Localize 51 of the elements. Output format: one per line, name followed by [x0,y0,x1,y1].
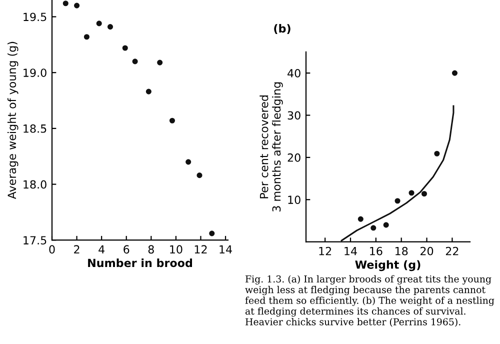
x-tick-label: 10 [170,245,182,254]
point [96,20,102,26]
point [132,58,138,64]
y-tick-label: 30 [288,111,300,120]
y-tick-label: 18.0 [24,180,46,189]
point [157,60,163,66]
point [169,118,176,124]
point [358,216,364,222]
point [186,159,192,165]
line-series [340,105,454,242]
x-tick-label: 14 [220,245,232,254]
point [196,172,202,178]
point [107,24,114,30]
chart-title: (b) [274,24,290,34]
x-tick-label: 8 [148,245,154,254]
point [421,190,428,197]
point [209,230,215,236]
point [434,150,440,156]
y-tick-label: 19.0 [24,68,46,77]
x-tick-label: 4 [98,245,104,254]
point [84,34,90,40]
x-tick-label: 16 [370,246,382,256]
point [383,222,389,228]
x-tick-label: 12 [194,245,207,254]
point [122,45,128,51]
y-tick-label: 19.5 [24,12,46,22]
point [394,198,400,204]
point [408,190,414,196]
x-tick-label: 2 [74,245,80,254]
y-tick-label: 17.5 [24,236,46,244]
y-axis-title: Average weight of young (g) [7,42,18,200]
point [62,0,68,6]
x-axis-title: Weight (g) [355,260,420,272]
y-tick-label: 20 [288,153,300,162]
point [452,70,458,76]
point [74,2,80,8]
x-tick-label: 12 [319,246,332,256]
x-tick-label: 6 [124,245,130,254]
point [370,225,376,231]
y-tick-label: 10 [288,196,300,204]
y-tick-label: 18.5 [24,124,46,133]
x-tick-label: 20 [420,246,434,256]
x-tick-label: 14 [344,247,357,256]
x-tick-label: 18 [396,246,408,256]
x-tick-label: 22 [446,246,458,256]
y-axis-title: Per cent recovered 3 months after fledging [260,82,283,212]
x-tick-label: 0 [49,245,55,254]
point [146,88,152,94]
caption: Fig. 1.3. (a) In larger broods of great tits the young weigh less at fledging because the parents cannot feed them so efficiently. (b) The weight of a nestling at fledging determines its chances of survival. Heavier chicks survive better (Perrins 1965). [245,275,494,327]
x-axis-title: Number in brood [88,258,192,268]
y-tick-label: 40 [288,69,300,78]
